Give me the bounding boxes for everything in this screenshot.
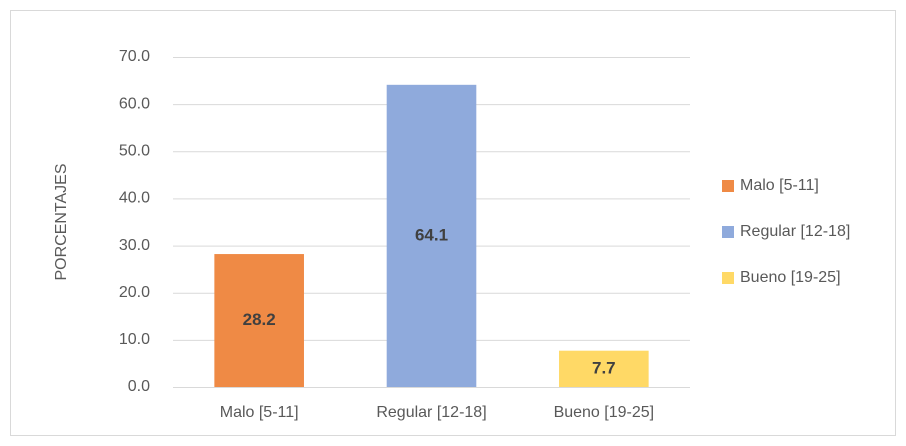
data-label: 7.7	[592, 358, 616, 377]
data-label: 28.2	[243, 310, 276, 329]
y-tick-label: 60.0	[119, 95, 150, 112]
x-tick-label: Bueno [19-25]	[554, 404, 655, 421]
x-tick-label: Regular [12-18]	[376, 404, 486, 421]
legend-label: Malo [5-11]	[740, 177, 819, 194]
legend-label: Bueno [19-25]	[740, 269, 841, 286]
x-tick-label: Malo [5-11]	[220, 404, 299, 421]
y-tick-label: 50.0	[119, 143, 150, 160]
legend-label: Regular [12-18]	[740, 223, 850, 240]
y-tick-label: 40.0	[119, 190, 150, 207]
bar	[386, 84, 477, 388]
y-tick-label: 0.0	[128, 378, 150, 395]
y-tick-label: 20.0	[119, 284, 150, 301]
bar	[214, 254, 304, 387]
legend-swatch	[722, 180, 734, 192]
y-tick-label: 70.0	[119, 48, 150, 65]
bar	[559, 350, 649, 387]
y-tick-label: 10.0	[119, 331, 150, 348]
legend-swatch	[722, 272, 734, 284]
y-axis-label: PORCENTAJES	[53, 163, 70, 280]
data-label: 64.1	[415, 225, 448, 244]
y-tick-label: 30.0	[119, 237, 150, 254]
legend-swatch	[722, 226, 734, 238]
